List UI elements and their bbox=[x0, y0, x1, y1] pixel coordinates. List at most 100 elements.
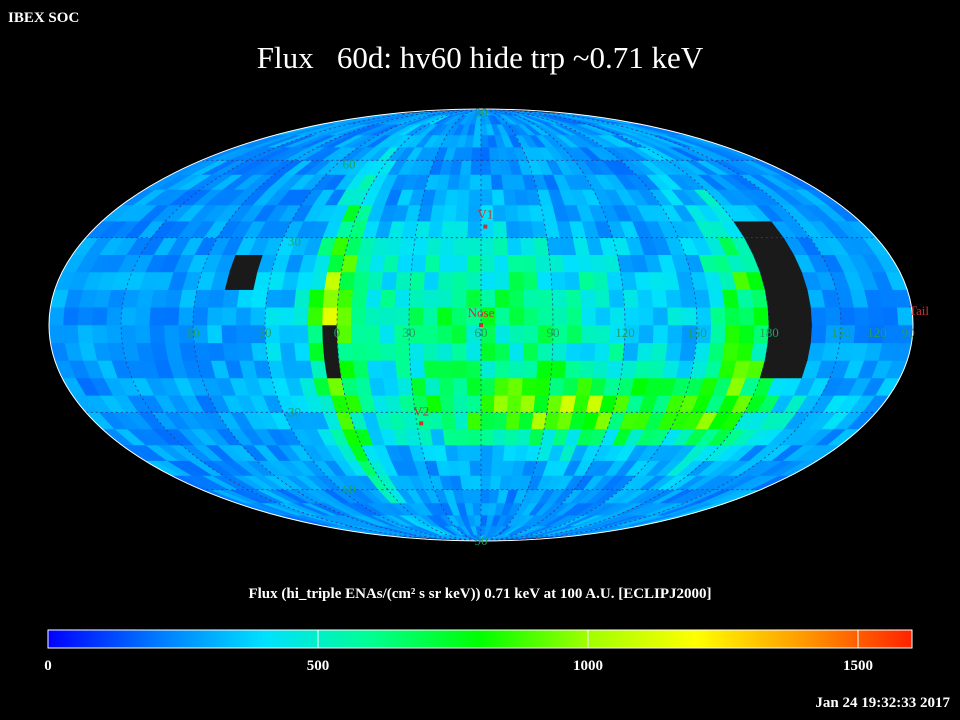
flux-pixel bbox=[495, 306, 511, 326]
flux-pixel bbox=[507, 254, 524, 273]
flux-pixel bbox=[106, 324, 123, 344]
flux-pixel bbox=[452, 377, 468, 396]
flux-pixel bbox=[351, 306, 367, 326]
flux-pixel bbox=[520, 394, 536, 413]
flux-pixel bbox=[536, 271, 553, 290]
longitude-line bbox=[480, 108, 554, 542]
flux-pixel bbox=[49, 324, 66, 344]
longitude-label: 60 bbox=[187, 325, 200, 340]
colorbar: 0 500 1000 1500 bbox=[44, 629, 913, 674]
flux-pixel bbox=[91, 306, 109, 326]
flux-pixel bbox=[455, 204, 470, 222]
flux-pixel bbox=[592, 271, 610, 290]
longitude-line bbox=[120, 108, 482, 542]
flux-pixel bbox=[595, 306, 611, 326]
flux-pixel bbox=[423, 360, 440, 379]
flux-pixel bbox=[480, 475, 492, 491]
flux-pixel bbox=[430, 204, 446, 222]
colorbar-gradient bbox=[47, 629, 913, 649]
flux-pixel bbox=[480, 444, 494, 461]
flux-pixel bbox=[412, 237, 429, 255]
flux-pixel bbox=[580, 342, 597, 361]
flux-pixel bbox=[452, 271, 468, 290]
flux-pixel bbox=[493, 394, 509, 413]
flux-pixel bbox=[279, 342, 297, 361]
flux-pixel bbox=[480, 189, 494, 206]
flux-pixel bbox=[135, 324, 152, 344]
flux-pixel bbox=[395, 271, 412, 290]
flux-pixel bbox=[467, 237, 482, 255]
flux-pixel bbox=[427, 220, 444, 238]
flux-pixel bbox=[722, 342, 740, 361]
flux-pixel bbox=[473, 123, 482, 136]
flux-pixel bbox=[580, 289, 597, 308]
flux-pixel bbox=[365, 306, 381, 326]
flux-pixel bbox=[707, 342, 726, 361]
flux-pixel bbox=[221, 306, 238, 326]
flux-pixel bbox=[207, 306, 224, 326]
flux-pixel bbox=[471, 146, 482, 161]
flux-pixel bbox=[518, 411, 535, 430]
flux-pixel bbox=[638, 306, 655, 326]
flux-pixel bbox=[453, 394, 469, 413]
flux-pixel bbox=[552, 306, 568, 326]
flux-pixel bbox=[469, 174, 482, 190]
grid-labels: 60 30 0 30 60 90 120 150 180 150 120 90 90 60 30 30 60 90 bbox=[187, 105, 915, 548]
flux-pixel bbox=[810, 324, 827, 344]
flux-pixel bbox=[480, 254, 496, 273]
flux-pixel bbox=[480, 360, 496, 379]
latitude-label: 30 bbox=[288, 234, 301, 249]
flux-pixel bbox=[522, 271, 539, 290]
flux-pixel bbox=[493, 220, 508, 238]
flux-pixel bbox=[480, 220, 495, 238]
flux-pixel bbox=[504, 428, 520, 446]
flux-pixel bbox=[452, 360, 468, 379]
flux-pixel bbox=[796, 324, 813, 344]
flux-pixel bbox=[365, 324, 381, 344]
flux-pixel bbox=[410, 254, 427, 273]
flux-pixel bbox=[651, 342, 668, 361]
flux-pixel bbox=[398, 237, 416, 255]
flux-pixel bbox=[324, 360, 342, 379]
longitude-line bbox=[480, 108, 626, 542]
latitude-label: 30 bbox=[288, 404, 301, 419]
flux-pixel bbox=[466, 271, 482, 290]
flux-pixel bbox=[438, 360, 454, 379]
longitude-label: 150 bbox=[687, 325, 707, 340]
flux-pixel bbox=[480, 428, 494, 446]
flux-pixel bbox=[724, 324, 741, 344]
flux-pixel bbox=[467, 411, 482, 430]
flux-pixel bbox=[444, 444, 459, 461]
flux-pixel bbox=[251, 289, 269, 308]
flux-pixel bbox=[368, 377, 387, 396]
flux-pixel bbox=[235, 306, 252, 326]
flux-pixel bbox=[120, 324, 137, 344]
flux-pixel bbox=[578, 360, 595, 379]
flux-pixel bbox=[608, 289, 625, 308]
marker-label: Nose bbox=[468, 305, 495, 320]
flux-pixel bbox=[494, 271, 510, 290]
flux-pixel bbox=[480, 411, 495, 430]
flux-pixel bbox=[494, 254, 510, 273]
flux-pixel bbox=[324, 271, 342, 290]
flux-pixel bbox=[394, 306, 410, 326]
flux-pixel bbox=[551, 289, 568, 308]
flux-pixel bbox=[351, 342, 368, 361]
flux-pixel bbox=[480, 146, 491, 161]
flux-pixel bbox=[470, 160, 482, 175]
flux-pixel bbox=[120, 306, 137, 326]
flux-pixel bbox=[430, 428, 446, 446]
flux-pixel bbox=[523, 289, 539, 308]
flux-pixel bbox=[437, 306, 453, 326]
flux-pixel bbox=[91, 324, 109, 344]
colorbar-title: Flux (hi_triple ENAs/(cm² s sr keV)) 0.7… bbox=[248, 586, 712, 602]
flux-pixel bbox=[423, 324, 439, 344]
flux-pixel bbox=[622, 289, 640, 308]
flux-pixel bbox=[308, 342, 326, 361]
flux-pixel bbox=[472, 502, 482, 516]
flux-pixel bbox=[279, 306, 295, 326]
flux-pixel bbox=[437, 289, 453, 308]
flux-pixel bbox=[458, 174, 472, 190]
longitude-line bbox=[480, 108, 770, 542]
